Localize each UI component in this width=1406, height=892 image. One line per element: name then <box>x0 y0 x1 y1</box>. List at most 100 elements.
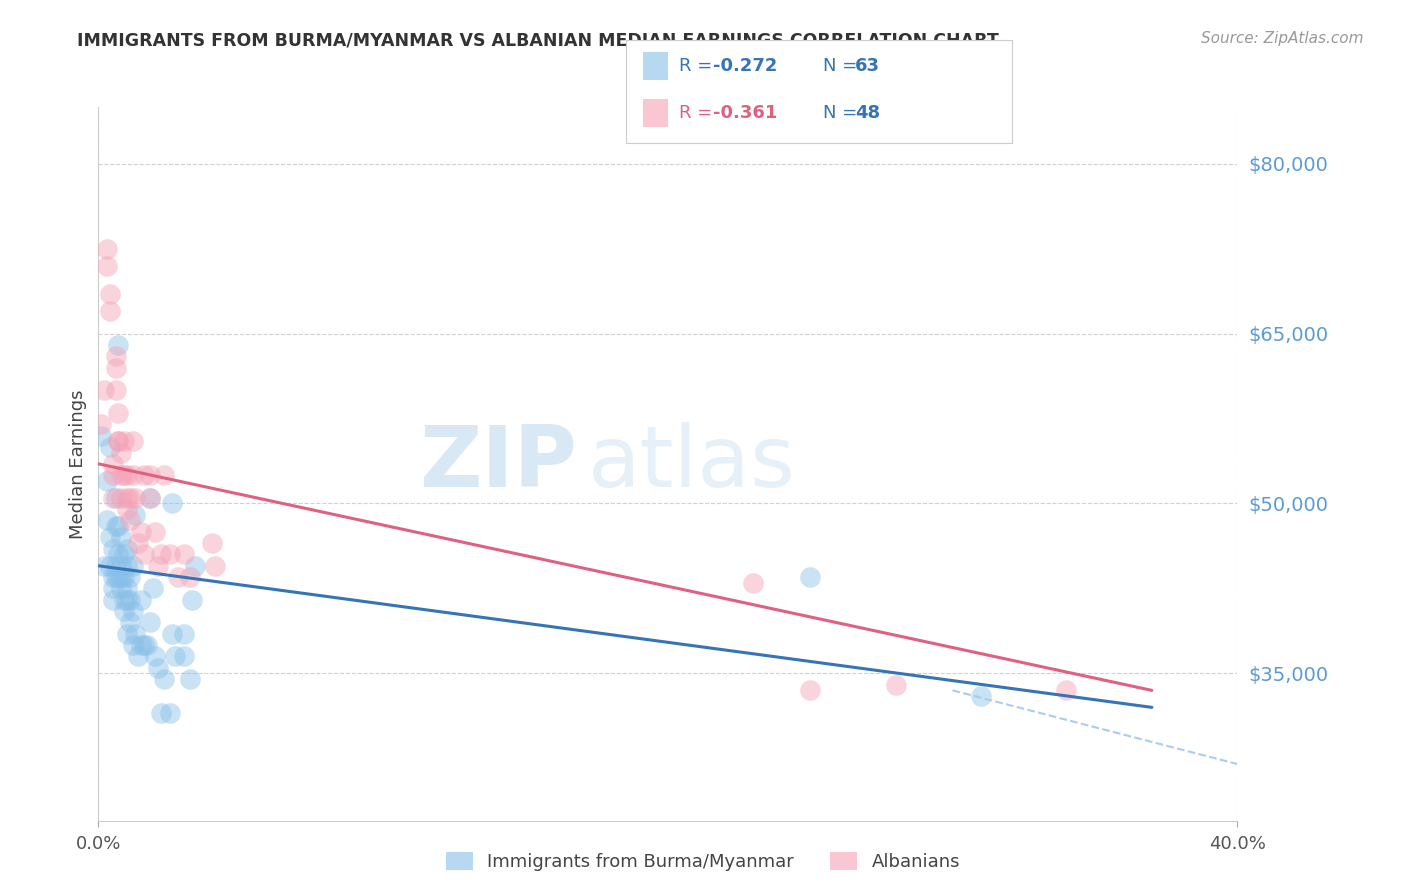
Point <box>127 649 149 664</box>
Point <box>132 468 155 483</box>
Point <box>138 491 160 505</box>
Point <box>101 582 124 596</box>
Point <box>127 536 149 550</box>
Point <box>135 638 157 652</box>
Point <box>150 548 173 562</box>
Point <box>101 541 124 556</box>
Point <box>124 508 146 522</box>
Point <box>115 582 138 596</box>
Point <box>101 491 124 505</box>
Point <box>153 672 176 686</box>
Point <box>181 592 204 607</box>
Point <box>167 570 190 584</box>
Point <box>90 417 112 432</box>
Point <box>884 678 907 692</box>
Text: Source: ZipAtlas.com: Source: ZipAtlas.com <box>1201 31 1364 46</box>
Point <box>93 383 115 397</box>
Point <box>118 491 141 505</box>
Y-axis label: Median Earnings: Median Earnings <box>69 389 87 539</box>
Point <box>165 649 187 664</box>
Point <box>93 558 115 573</box>
Point <box>173 548 195 562</box>
Point <box>118 513 141 527</box>
Point <box>1056 683 1078 698</box>
Text: 63: 63 <box>855 57 880 75</box>
Point <box>107 406 129 420</box>
Point <box>104 519 127 533</box>
Point <box>138 468 160 483</box>
Text: IMMIGRANTS FROM BURMA/MYANMAR VS ALBANIAN MEDIAN EARNINGS CORRELATION CHART: IMMIGRANTS FROM BURMA/MYANMAR VS ALBANIA… <box>77 31 1000 49</box>
Point <box>110 570 132 584</box>
Point <box>101 592 124 607</box>
Point <box>107 548 129 562</box>
Point <box>110 582 132 596</box>
Point <box>799 570 821 584</box>
Point <box>132 638 155 652</box>
Point <box>121 638 143 652</box>
Point <box>112 570 135 584</box>
Point <box>107 570 129 584</box>
Point <box>132 548 155 562</box>
Point <box>124 626 146 640</box>
Point <box>129 592 152 607</box>
Text: R =: R = <box>679 57 718 75</box>
Point <box>121 434 143 449</box>
Point <box>101 468 124 483</box>
Point <box>184 558 207 573</box>
Point <box>179 672 201 686</box>
Point <box>118 592 141 607</box>
Point <box>104 491 127 505</box>
Point <box>159 548 181 562</box>
Point <box>96 259 118 273</box>
Point <box>107 434 129 449</box>
Point <box>150 706 173 720</box>
Point <box>118 615 141 630</box>
Text: ZIP: ZIP <box>419 422 576 506</box>
Point <box>96 513 118 527</box>
Point <box>104 558 127 573</box>
Point <box>104 360 127 375</box>
Point <box>96 474 118 488</box>
Point <box>104 570 127 584</box>
Point <box>110 468 132 483</box>
Point <box>115 502 138 516</box>
Point <box>742 575 765 590</box>
Point <box>159 706 181 720</box>
Point <box>115 592 138 607</box>
Point <box>112 592 135 607</box>
Point <box>112 548 135 562</box>
Point <box>121 604 143 618</box>
Point <box>107 434 129 449</box>
Text: R =: R = <box>679 104 718 122</box>
Point <box>107 338 129 352</box>
Text: N =: N = <box>823 104 862 122</box>
Point <box>115 468 138 483</box>
Text: N =: N = <box>823 57 862 75</box>
Point <box>110 491 132 505</box>
Point <box>173 649 195 664</box>
Point <box>201 536 224 550</box>
Point <box>107 519 129 533</box>
Point <box>90 428 112 442</box>
Point <box>118 570 141 584</box>
Point <box>162 626 184 640</box>
Point <box>115 626 138 640</box>
Point <box>112 468 135 483</box>
Point <box>121 558 143 573</box>
Point <box>98 531 121 545</box>
Text: atlas: atlas <box>588 422 796 506</box>
Point <box>145 649 167 664</box>
Text: -0.272: -0.272 <box>713 57 778 75</box>
Text: 48: 48 <box>855 104 880 122</box>
Point <box>104 349 127 363</box>
Point <box>98 558 121 573</box>
Point <box>101 570 124 584</box>
Point <box>129 638 152 652</box>
Point <box>115 491 138 505</box>
Point <box>124 491 146 505</box>
Point <box>121 468 143 483</box>
Point <box>148 661 170 675</box>
Point <box>98 304 121 318</box>
Point <box>129 524 152 539</box>
Point <box>96 242 118 256</box>
